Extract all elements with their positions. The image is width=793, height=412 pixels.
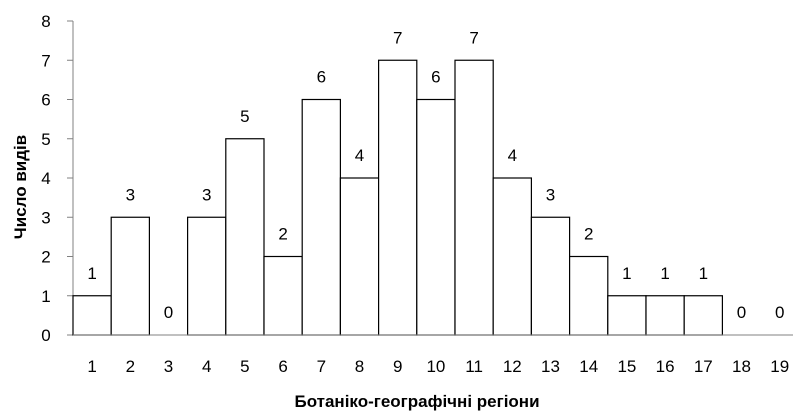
x-tick-label: 4 [202,357,211,376]
data-label: 2 [584,225,593,244]
bar [110,216,150,336]
x-tick-label: 5 [240,357,249,376]
x-tick-label: 6 [278,357,287,376]
data-label: 5 [240,107,249,126]
y-axis: 0 1 2 3 4 5 6 7 8 [41,12,74,345]
x-tick-label: 3 [164,357,173,376]
data-label: 3 [546,185,555,204]
x-tick-label: 15 [617,357,636,376]
data-label: 7 [469,28,478,47]
bars [72,59,724,336]
data-label: 1 [660,264,669,283]
bar [492,177,533,336]
x-tick-label: 13 [541,357,560,376]
bar [645,295,685,336]
data-label: 0 [775,303,784,322]
data-label: 7 [393,28,402,47]
data-label: 1 [622,264,631,283]
x-tick-label: 1 [87,357,96,376]
data-label: 4 [355,146,364,165]
data-label: 3 [126,185,135,204]
x-tick-label: 18 [732,357,751,376]
bar [568,255,609,336]
y-tick-label: 2 [41,248,50,267]
bar [607,295,647,336]
x-tick-label: 14 [579,357,598,376]
y-tick-label: 0 [41,326,50,345]
x-tick-label: 7 [317,357,326,376]
x-axis: 1 2 3 4 5 6 7 8 9 10 11 12 13 14 15 16 17 18 19 [73,334,793,376]
bar [530,216,571,336]
x-tick-label: 9 [393,357,402,376]
y-tick-label: 7 [41,51,50,70]
x-tick-label: 12 [503,357,522,376]
x-tick-label: 2 [126,357,135,376]
data-label: 3 [202,185,211,204]
y-tick-label: 1 [41,287,50,306]
data-label: 0 [164,303,173,322]
bar [187,216,227,336]
bar [301,98,342,336]
data-label: 6 [431,68,440,87]
bar [416,98,456,336]
x-tick-label: 17 [694,357,713,376]
x-tick-label: 11 [465,357,483,376]
data-label: 4 [508,146,517,165]
y-tick-label: 8 [41,12,50,31]
bar [454,59,494,336]
bar [225,138,265,336]
x-tick-label: 16 [656,357,675,376]
bar [683,295,724,336]
y-tick-label: 6 [41,91,50,110]
x-tick-label: 10 [426,357,445,376]
data-label: 6 [317,68,326,87]
x-tick-label: 8 [355,357,364,376]
x-tick-label: 19 [770,357,789,376]
data-label: 1 [87,264,96,283]
bar [339,177,380,336]
y-tick-label: 4 [41,169,50,188]
bar [263,255,303,336]
bar [72,295,112,336]
data-label: 1 [699,264,708,283]
y-tick-label: 3 [41,208,50,227]
x-axis-title: Ботаніко-географічні регіони [294,392,539,411]
bar [378,59,418,336]
data-label: 0 [737,303,746,322]
data-labels: 1 3 0 3 5 2 6 4 7 6 7 4 3 2 1 1 1 0 0 [87,28,784,322]
y-tick-label: 5 [41,130,50,149]
y-axis-title: Число видів [11,135,30,239]
data-label: 2 [278,225,287,244]
